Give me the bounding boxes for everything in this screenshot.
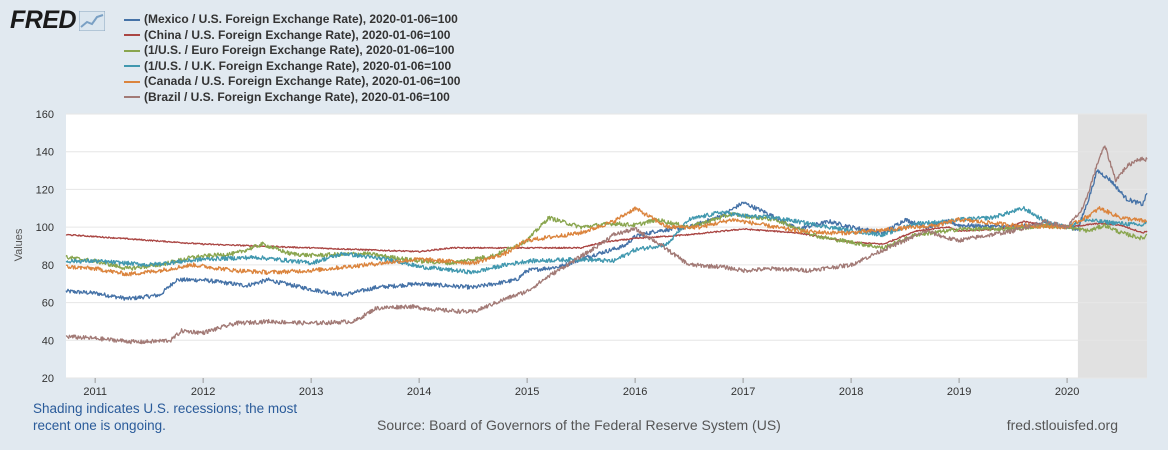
legend-item: (Brazil / U.S. Foreign Exchange Rate), 2… [124,90,460,106]
legend-swatch [124,96,140,99]
legend-label: (1/U.S. / Euro Foreign Exchange Rate), 2… [144,43,455,57]
y-axis-label: Values [13,228,25,261]
legend-label: (Canada / U.S. Foreign Exchange Rate), 2… [144,74,461,88]
logo-text: FRED [10,6,77,34]
legend: (Mexico / U.S. Foreign Exchange Rate), 2… [124,12,460,105]
legend-label: (China / U.S. Foreign Exchange Rate), 20… [144,27,451,42]
y-tick-label: 80 [42,260,54,272]
x-tick-label: 2016 [623,386,647,398]
source-note: Source: Board of Governors of the Federa… [377,417,781,433]
x-tick-label: 2012 [191,386,215,398]
x-tick-label: 2020 [1055,386,1079,398]
recession-shade [1077,114,1147,378]
x-tick-label: 2017 [731,386,755,398]
legend-swatch [124,49,140,52]
recession-note: Shading indicates U.S. recessions; the m… [33,401,298,433]
y-tick-label: 120 [36,184,54,196]
series-line [65,206,1147,277]
y-tick-label: 40 [42,335,54,347]
x-tick-label: 2018 [839,386,863,398]
x-tick-label: 2019 [947,386,971,398]
y-tick-label: 160 [36,109,54,121]
x-tick-label: 2014 [407,386,431,398]
x-tick-label: 2013 [299,386,323,398]
x-tick-label: 2011 [83,386,107,398]
legend-label: (Mexico / U.S. Foreign Exchange Rate), 2… [144,12,458,26]
y-tick-label: 60 [42,298,54,310]
y-tick-label: 140 [36,147,54,159]
legend-label: (Brazil / U.S. Foreign Exchange Rate), 2… [144,89,450,104]
legend-swatch [124,80,140,83]
fred-logo[interactable]: FRED [10,6,106,35]
site-link[interactable]: fred.stlouisfed.org [1006,417,1118,433]
legend-swatch [124,18,140,21]
plot-area [66,114,1147,378]
legend-label: (1/U.S. / U.K. Foreign Exchange Rate), 2… [144,58,452,73]
legend-item: (1/U.S. / U.K. Foreign Exchange Rate), 2… [124,59,460,75]
legend-swatch [124,65,140,68]
legend-item: (China / U.S. Foreign Exchange Rate), 20… [124,28,460,44]
chart-trend-icon [79,10,106,31]
y-tick-label: 100 [36,222,54,234]
legend-swatch [124,34,140,37]
series-line [65,169,1148,301]
x-tick-label: 2015 [515,386,539,398]
legend-item: (1/U.S. / Euro Foreign Exchange Rate), 2… [124,43,460,59]
y-tick-label: 20 [42,373,54,385]
series-line [65,145,1148,345]
legend-item: (Mexico / U.S. Foreign Exchange Rate), 2… [124,12,460,28]
legend-item: (Canada / U.S. Foreign Exchange Rate), 2… [124,74,460,90]
